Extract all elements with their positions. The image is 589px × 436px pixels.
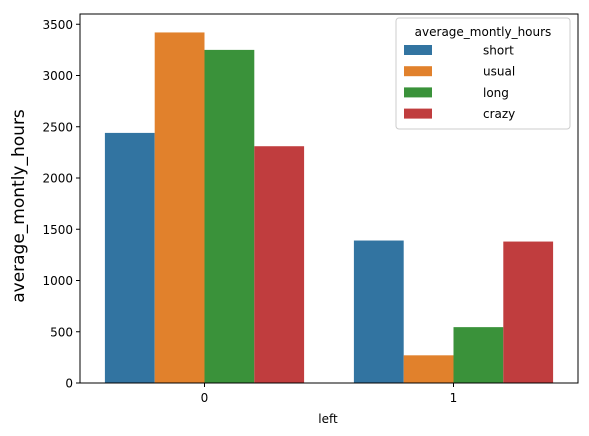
y-tick-label: 3000 <box>42 69 73 83</box>
y-axis-label: average_montly_hours <box>9 109 29 303</box>
bar-crazy-0 <box>254 146 305 383</box>
legend-title: average_montly_hours <box>415 25 552 39</box>
legend-label-short: short <box>483 44 514 58</box>
plot-frame <box>79 13 579 384</box>
bars-layer <box>104 32 554 384</box>
y-tick-label: 1500 <box>42 223 73 237</box>
y-tick-label: 500 <box>50 325 73 339</box>
bar-short-1 <box>353 240 404 383</box>
bar-short-0 <box>104 132 155 383</box>
legend-swatch-short <box>404 45 432 55</box>
y-ticks: 0 500 1000 1500 2000 2500 3000 3500 <box>42 18 80 391</box>
legend: average_montly_hours short usual long crazy <box>395 17 571 130</box>
y-tick-label: 3500 <box>42 18 73 32</box>
y-tick-label: 2500 <box>42 120 73 134</box>
y-tick-label: 0 <box>65 377 73 391</box>
legend-swatch-long <box>404 87 432 98</box>
bar-crazy-1 <box>503 241 554 383</box>
legend-frame <box>395 17 571 130</box>
y-tick-label: 1000 <box>42 274 73 288</box>
x-axis-label: left <box>318 412 338 426</box>
legend-label-usual: usual <box>483 65 515 79</box>
y-tick-label: 2000 <box>42 172 73 186</box>
legend-label-long: long <box>483 86 509 100</box>
legend-swatch-usual <box>404 66 432 77</box>
x-tick-label: 0 <box>201 391 209 405</box>
legend-swatch-crazy <box>404 108 432 119</box>
bar-long-0 <box>204 49 255 384</box>
bar-long-1 <box>453 327 504 383</box>
axes-layer <box>79 13 579 384</box>
legend-label-crazy: crazy <box>483 107 515 121</box>
bar-usual-1 <box>403 355 454 383</box>
x-tick-label: 1 <box>450 391 458 405</box>
legend-items: short usual long crazy <box>404 44 515 121</box>
bar-usual-0 <box>154 32 205 383</box>
